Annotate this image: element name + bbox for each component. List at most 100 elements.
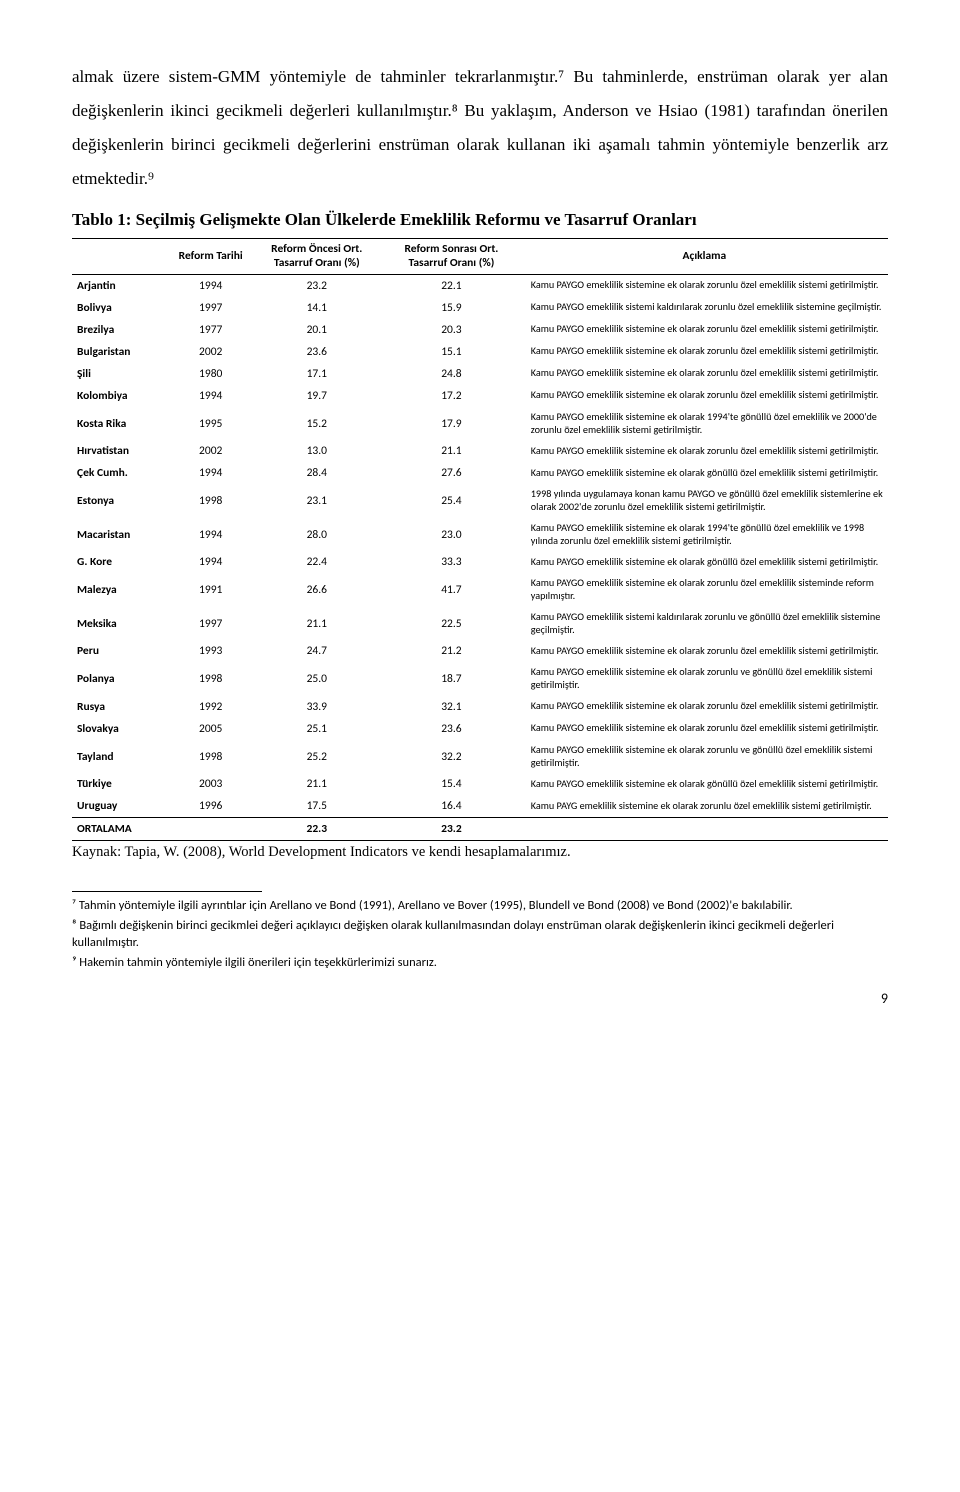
country-cell: Peru bbox=[72, 640, 170, 662]
value-cell: 17.2 bbox=[382, 385, 521, 407]
value-cell: 1993 bbox=[170, 640, 252, 662]
value-cell: 1977 bbox=[170, 319, 252, 341]
desc-cell: Kamu PAYGO emeklilik sistemine ek olarak… bbox=[521, 274, 888, 297]
table-row: Türkiye200321.115.4Kamu PAYGO emeklilik … bbox=[72, 773, 888, 795]
desc-cell: Kamu PAYGO emeklilik sistemine ek olarak… bbox=[521, 773, 888, 795]
value-cell: 21.1 bbox=[252, 773, 383, 795]
table-head: Reform TarihiReform Öncesi Ort. Tasarruf… bbox=[72, 239, 888, 275]
value-cell: 21.1 bbox=[382, 440, 521, 462]
value-cell: 1991 bbox=[170, 573, 252, 607]
table-row: Slovakya200525.123.6Kamu PAYGO emeklilik… bbox=[72, 718, 888, 740]
desc-cell: Kamu PAYGO emeklilik sistemine ek olarak… bbox=[521, 363, 888, 385]
table-row: Çek Cumh.199428.427.6Kamu PAYGO emeklili… bbox=[72, 462, 888, 484]
country-cell: Macaristan bbox=[72, 518, 170, 552]
col-header: Açıklama bbox=[521, 239, 888, 275]
table-row: Malezya199126.641.7Kamu PAYGO emeklilik … bbox=[72, 573, 888, 607]
page-number: 9 bbox=[72, 990, 888, 1007]
table-row: G. Kore199422.433.3Kamu PAYGO emeklilik … bbox=[72, 551, 888, 573]
table-row: Macaristan199428.023.0Kamu PAYGO emeklil… bbox=[72, 518, 888, 552]
table-row: Kosta Rika199515.217.9Kamu PAYGO emeklil… bbox=[72, 407, 888, 441]
table-row: Tayland199825.232.2Kamu PAYGO emeklilik … bbox=[72, 740, 888, 774]
desc-cell: Kamu PAYGO emeklilik sistemi kaldırılara… bbox=[521, 297, 888, 319]
country-cell: Bulgaristan bbox=[72, 341, 170, 363]
desc-cell: Kamu PAYGO emeklilik sistemine ek olarak… bbox=[521, 440, 888, 462]
value-cell: 1996 bbox=[170, 795, 252, 818]
country-cell: G. Kore bbox=[72, 551, 170, 573]
value-cell: 25.1 bbox=[252, 718, 383, 740]
table-row: Estonya199823.125.41998 yılında uygulama… bbox=[72, 484, 888, 518]
table-row: Meksika199721.122.5Kamu PAYGO emeklilik … bbox=[72, 607, 888, 641]
value-cell: 1997 bbox=[170, 297, 252, 319]
country-cell: Meksika bbox=[72, 607, 170, 641]
value-cell: 23.6 bbox=[252, 341, 383, 363]
value-cell: 22.4 bbox=[252, 551, 383, 573]
table-row: Arjantin199423.222.1Kamu PAYGO emeklilik… bbox=[72, 274, 888, 297]
value-cell: 18.7 bbox=[382, 662, 521, 696]
value-cell: 20.1 bbox=[252, 319, 383, 341]
value-cell: 22.5 bbox=[382, 607, 521, 641]
footnote: ⁸ Bağımlı değişkenin birinci gecikmlei d… bbox=[72, 918, 888, 952]
table-row: Rusya199233.932.1Kamu PAYGO emeklilik si… bbox=[72, 696, 888, 718]
avg-value bbox=[521, 818, 888, 841]
table-row: Hırvatistan200213.021.1Kamu PAYGO emekli… bbox=[72, 440, 888, 462]
value-cell: 1994 bbox=[170, 274, 252, 297]
value-cell: 1995 bbox=[170, 407, 252, 441]
table-title: Tablo 1: Seçilmiş Gelişmekte Olan Ülkele… bbox=[72, 210, 888, 230]
value-cell: 26.6 bbox=[252, 573, 383, 607]
country-cell: Çek Cumh. bbox=[72, 462, 170, 484]
footnote-separator bbox=[72, 891, 262, 892]
avg-label: ORTALAMA bbox=[72, 818, 170, 841]
value-cell: 1998 bbox=[170, 484, 252, 518]
table-row: Peru199324.721.2Kamu PAYGO emeklilik sis… bbox=[72, 640, 888, 662]
avg-value: 23.2 bbox=[382, 818, 521, 841]
country-cell: Polanya bbox=[72, 662, 170, 696]
country-cell: Arjantin bbox=[72, 274, 170, 297]
value-cell: 23.0 bbox=[382, 518, 521, 552]
value-cell: 15.2 bbox=[252, 407, 383, 441]
value-cell: 1994 bbox=[170, 385, 252, 407]
pension-reform-table: Reform TarihiReform Öncesi Ort. Tasarruf… bbox=[72, 238, 888, 841]
desc-cell: Kamu PAYGO emeklilik sistemine ek olarak… bbox=[521, 718, 888, 740]
desc-cell: Kamu PAYGO emeklilik sistemi kaldırılara… bbox=[521, 607, 888, 641]
value-cell: 25.0 bbox=[252, 662, 383, 696]
header-row: Reform TarihiReform Öncesi Ort. Tasarruf… bbox=[72, 239, 888, 275]
value-cell: 22.1 bbox=[382, 274, 521, 297]
table-row: Uruguay199617.516.4Kamu PAYG emeklilik s… bbox=[72, 795, 888, 818]
value-cell: 14.1 bbox=[252, 297, 383, 319]
col-header: Reform Sonrası Ort. Tasarruf Oranı (%) bbox=[382, 239, 521, 275]
table-row: Kolombiya199419.717.2Kamu PAYGO emeklili… bbox=[72, 385, 888, 407]
desc-cell: 1998 yılında uygulamaya konan kamu PAYGO… bbox=[521, 484, 888, 518]
table-row: Brezilya197720.120.3Kamu PAYGO emeklilik… bbox=[72, 319, 888, 341]
avg-value: 22.3 bbox=[252, 818, 383, 841]
value-cell: 17.9 bbox=[382, 407, 521, 441]
value-cell: 16.4 bbox=[382, 795, 521, 818]
desc-cell: Kamu PAYGO emeklilik sistemine ek olarak… bbox=[521, 462, 888, 484]
country-cell: Uruguay bbox=[72, 795, 170, 818]
footnote: ⁷ Tahmin yöntemiyle ilgili ayrıntılar iç… bbox=[72, 898, 888, 915]
value-cell: 24.7 bbox=[252, 640, 383, 662]
desc-cell: Kamu PAYGO emeklilik sistemine ek olarak… bbox=[521, 518, 888, 552]
table-body: Arjantin199423.222.1Kamu PAYGO emeklilik… bbox=[72, 274, 888, 841]
value-cell: 23.1 bbox=[252, 484, 383, 518]
value-cell: 32.2 bbox=[382, 740, 521, 774]
value-cell: 1994 bbox=[170, 462, 252, 484]
value-cell: 1994 bbox=[170, 518, 252, 552]
value-cell: 1994 bbox=[170, 551, 252, 573]
country-cell: Türkiye bbox=[72, 773, 170, 795]
desc-cell: Kamu PAYG emeklilik sistemine ek olarak … bbox=[521, 795, 888, 818]
value-cell: 28.4 bbox=[252, 462, 383, 484]
country-cell: Bolivya bbox=[72, 297, 170, 319]
table-row: Şili198017.124.8Kamu PAYGO emeklilik sis… bbox=[72, 363, 888, 385]
value-cell: 1980 bbox=[170, 363, 252, 385]
value-cell: 32.1 bbox=[382, 696, 521, 718]
average-row: ORTALAMA 22.323.2 bbox=[72, 818, 888, 841]
country-cell: Malezya bbox=[72, 573, 170, 607]
table-row: Polanya199825.018.7Kamu PAYGO emeklilik … bbox=[72, 662, 888, 696]
value-cell: 23.2 bbox=[252, 274, 383, 297]
country-cell: Slovakya bbox=[72, 718, 170, 740]
footnotes: ⁷ Tahmin yöntemiyle ilgili ayrıntılar iç… bbox=[72, 898, 888, 972]
desc-cell: Kamu PAYGO emeklilik sistemine ek olarak… bbox=[521, 662, 888, 696]
desc-cell: Kamu PAYGO emeklilik sistemine ek olarak… bbox=[521, 640, 888, 662]
value-cell: 41.7 bbox=[382, 573, 521, 607]
value-cell: 2002 bbox=[170, 440, 252, 462]
